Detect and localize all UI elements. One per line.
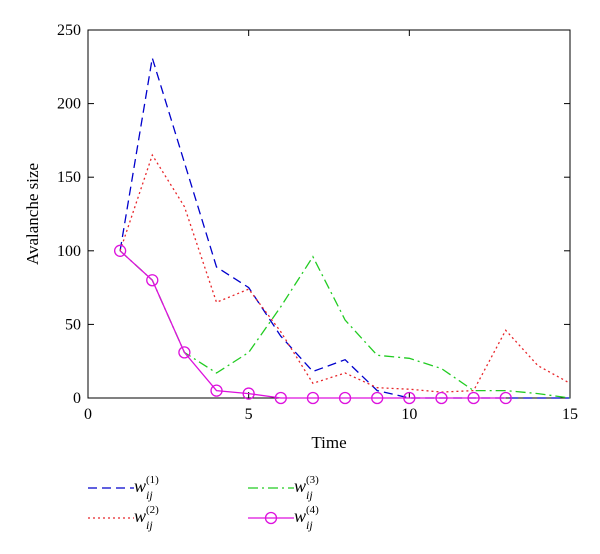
series-layer — [113, 57, 571, 405]
x-tick-label: 15 — [562, 406, 578, 423]
series-4-point — [210, 384, 223, 397]
series-line-4 — [119, 250, 506, 399]
series-4-point — [403, 391, 416, 405]
series-4-point — [306, 391, 320, 405]
legend-label-1: w(1) ij — [134, 474, 159, 502]
legend-label-4: w(4) ij — [294, 504, 319, 532]
series-4-point — [499, 391, 512, 405]
series-4-point — [435, 391, 448, 405]
x-tick-label: 5 — [245, 406, 253, 423]
series-4-point — [274, 391, 287, 405]
y-tick-label: 100 — [57, 243, 81, 260]
x-tick-label: 0 — [84, 406, 92, 423]
series-4-point — [371, 391, 384, 405]
series-4-point — [178, 346, 191, 359]
y-tick-label: 150 — [57, 169, 81, 186]
legend: w(1) ijw(2) ij w(3) ijw(4) ij — [88, 474, 319, 532]
y-tick-label: 250 — [57, 22, 81, 39]
plot-frame — [87, 29, 571, 399]
legend-label-3: w(3) ij — [294, 474, 319, 502]
x-axis-label: Time — [311, 433, 346, 452]
series-4-point — [113, 244, 127, 257]
legend-label-2: w(2) ij — [134, 504, 159, 532]
series-4-point — [338, 391, 352, 405]
y-tick-label: 0 — [73, 390, 81, 407]
series-line-3 — [119, 250, 571, 399]
y-axis-label: Avalanche size — [23, 163, 42, 265]
series-line-2 — [119, 153, 571, 393]
series-4-point — [242, 387, 255, 400]
legend-marker-4 — [264, 511, 278, 525]
y-tick-label: 200 — [57, 96, 81, 113]
series-4-point — [467, 391, 480, 405]
series-line-1 — [119, 57, 570, 399]
x-tick-label: 10 — [401, 406, 417, 423]
series-4-point — [146, 274, 159, 287]
y-tick-label: 50 — [65, 316, 81, 333]
